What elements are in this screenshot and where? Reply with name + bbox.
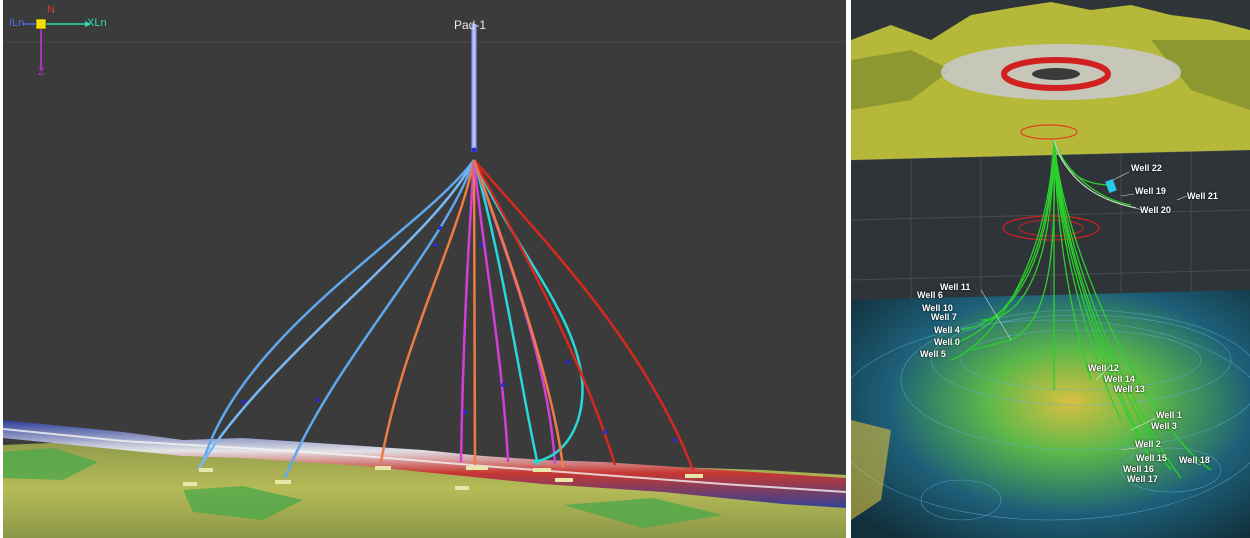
axis-xln-label: XLn: [87, 17, 107, 29]
well-trajectories: [196, 159, 695, 479]
well-end-tags: [183, 466, 703, 490]
well-label: Well 15: [1136, 453, 1167, 463]
well-label: Well 20: [1140, 205, 1171, 215]
well-label: Well 19: [1135, 186, 1166, 196]
well-label: Well 16: [1123, 464, 1154, 474]
well-label: Well 17: [1127, 474, 1158, 484]
axis-iln-label: ILn: [9, 17, 25, 29]
pad-label: Pad-1: [454, 18, 487, 32]
terrain-green-patches: [3, 448, 723, 528]
axis-z-label: Z: [38, 66, 45, 78]
seismic-horizon: [3, 420, 846, 508]
axis-n-label: N: [47, 4, 55, 16]
pad-red-ring: [1001, 57, 1111, 91]
well-label: Well 1: [1156, 410, 1182, 420]
well-label: Well 18: [1179, 455, 1210, 465]
upper-ring: [1020, 124, 1078, 140]
well-label: Well 11: [940, 282, 971, 292]
well-label: Well 21: [1187, 191, 1218, 201]
right-3d-viewport[interactable]: Well 22 Well 19 Well 20 Well 21 Well 11 …: [851, 0, 1250, 538]
left-3d-viewport[interactable]: N ILn XLn Z Pad-1: [3, 0, 846, 538]
lower-ring: [1002, 215, 1100, 241]
well-label: Well 3: [1151, 421, 1177, 431]
depth-markers: [241, 147, 677, 442]
well-label: Well 10: [922, 303, 953, 313]
axis-triad: [23, 18, 91, 70]
contour-map: [851, 290, 1250, 538]
well-label: Well 4: [934, 325, 960, 335]
well-label: Well 7: [931, 312, 957, 322]
well-label: Well 12: [1088, 363, 1119, 373]
well-label: Well 0: [934, 337, 960, 347]
well-label: Well 5: [920, 349, 946, 359]
well-label: Well 14: [1104, 374, 1135, 384]
well-label: Well 22: [1131, 163, 1162, 173]
right-scene: [851, 0, 1250, 538]
well-label: Well 2: [1135, 439, 1161, 449]
well-marker-cyan: [1105, 178, 1117, 194]
well-label: Well 6: [917, 290, 943, 300]
well-label: Well 13: [1114, 384, 1145, 394]
left-scene: [3, 0, 846, 538]
